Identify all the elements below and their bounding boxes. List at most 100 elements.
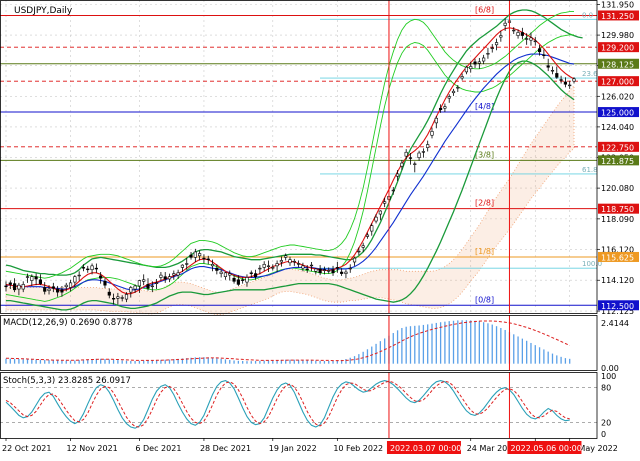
candle-body <box>408 157 413 159</box>
candle-body <box>77 274 81 277</box>
panel-frame <box>0 372 598 439</box>
candle-body <box>228 273 232 276</box>
candle-body <box>361 245 365 248</box>
price-level-badge <box>598 76 639 87</box>
candle-body <box>4 285 8 288</box>
candle-body <box>81 267 86 269</box>
price-level-badge-text: 125.000 <box>601 109 634 118</box>
candle-body <box>189 254 193 258</box>
candle-body <box>383 201 387 204</box>
macd-signal-line <box>6 320 570 362</box>
candle-body <box>284 255 288 258</box>
stochastic-marker-lines <box>388 372 510 438</box>
candle-body <box>150 285 154 288</box>
candle-body <box>456 87 460 89</box>
price-level-badge <box>598 58 639 69</box>
fibo-level-label: 0.0 <box>582 11 593 19</box>
fibo-level-label: 100.0 <box>582 260 602 268</box>
candle-body <box>215 267 219 271</box>
candle-body <box>550 70 555 72</box>
price-level-badge <box>598 155 639 166</box>
price-tick-label: 118.090 <box>601 215 634 224</box>
candle-body <box>107 291 111 296</box>
candle-body <box>421 151 425 153</box>
price-level-badge <box>598 251 639 262</box>
candle-body <box>305 268 309 271</box>
time-tick-label: 6 Dec 2021 <box>135 444 181 453</box>
candle-body <box>266 265 271 267</box>
macd-title: MACD(12,26,9) 0.2690 0.8778 <box>3 318 132 328</box>
price-level-badge-text: 121.875 <box>601 157 634 166</box>
price-level-badge-text: 131.250 <box>601 12 634 21</box>
envelope-upper-line <box>5 11 574 279</box>
price-tick-label: 129.980 <box>601 31 634 40</box>
price-tick-label: 112.125 <box>601 307 634 316</box>
price-level-badge-text: 122.750 <box>601 143 634 152</box>
candle-body <box>271 267 275 269</box>
candle-body <box>232 277 236 282</box>
candle-body <box>241 279 245 281</box>
candle-body <box>43 287 47 292</box>
time-tick-label: 24 Mar 2022 <box>467 444 518 453</box>
candle-body <box>25 276 30 278</box>
symbol-title: USDJPY,Daily <box>14 6 73 16</box>
time-tick-label: 22 Oct 2021 <box>2 444 51 453</box>
price-level-badge-text: 115.625 <box>601 253 634 262</box>
candle-body <box>68 282 73 288</box>
candle-body <box>546 65 550 68</box>
price-level-badge <box>598 300 639 311</box>
candle-body <box>426 144 430 148</box>
price-level-badge-text: 118.750 <box>601 205 634 214</box>
price-level-badge-text: 127.000 <box>601 78 634 87</box>
candle-body <box>447 96 451 99</box>
murrey-level-tag: [3/8] <box>475 150 494 159</box>
candle-body <box>292 260 296 263</box>
fibo-level-label: 23.6 <box>582 70 598 78</box>
price-level-badge <box>598 141 639 152</box>
candle-body <box>378 210 382 215</box>
candle-body <box>172 273 176 276</box>
candle-body <box>520 32 524 36</box>
candle-body <box>167 276 172 280</box>
stochastic-lines <box>5 380 570 429</box>
candle-body <box>116 296 120 299</box>
candle-body <box>159 274 163 278</box>
fibo-level-label: 61.8 <box>582 166 598 174</box>
candle-body <box>73 276 77 283</box>
candle-body <box>155 282 159 284</box>
murrey-level-tag: [4/8] <box>475 102 494 111</box>
candle-body <box>301 265 305 269</box>
candle-body <box>516 32 520 36</box>
time-tick-label: 19 Jan 2022 <box>269 444 317 453</box>
candle-body <box>331 269 335 274</box>
date-marker-label: 2022.05.06 00:00 <box>510 444 581 453</box>
candle-body <box>529 37 533 41</box>
price-tick-label: 116.120 <box>601 245 634 254</box>
price-level-badge <box>598 203 639 214</box>
candle-body <box>404 151 408 157</box>
stochastic-panel-background <box>0 372 597 438</box>
price-tick-label: 126.020 <box>601 92 634 101</box>
candle-body <box>47 288 51 291</box>
candle-body <box>572 78 576 82</box>
candle-body <box>555 73 559 78</box>
panel-frame <box>0 315 598 371</box>
stochastic-title: Stoch(5,3,3) 23.8285 26.0917 <box>3 376 131 386</box>
candlesticks <box>4 17 576 305</box>
candle-body <box>327 270 331 272</box>
stochastic-tick-label: 20 <box>601 418 611 427</box>
date-marker-label: 2022.03.07 00:00 <box>390 444 461 453</box>
candle-body <box>99 275 103 279</box>
candle-body <box>563 81 567 85</box>
price-tick-label: 131.950 <box>601 1 634 10</box>
candle-body <box>129 287 133 293</box>
candle-body <box>443 106 447 109</box>
candle-body <box>335 267 339 269</box>
candle-body <box>176 272 180 276</box>
candle-body <box>30 276 34 281</box>
candle-body <box>400 162 404 167</box>
macd-marker-lines <box>388 315 510 370</box>
candle-body <box>537 48 542 53</box>
date-marker-box <box>507 441 582 454</box>
